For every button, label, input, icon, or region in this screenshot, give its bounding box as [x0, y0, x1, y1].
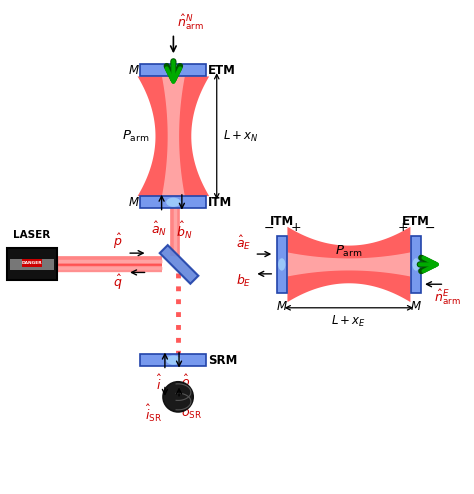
Text: $+$: $+$	[290, 221, 301, 234]
Text: ETM: ETM	[208, 64, 236, 77]
Ellipse shape	[166, 198, 181, 207]
Text: $\hat{n}_{\rm arm}^N$: $\hat{n}_{\rm arm}^N$	[177, 12, 204, 32]
Text: $b_E$: $b_E$	[236, 273, 252, 289]
Text: $-$: $-$	[424, 221, 435, 234]
Bar	[9, 259, 55, 270]
Ellipse shape	[166, 356, 181, 365]
Polygon shape	[162, 77, 185, 196]
Text: ITM: ITM	[270, 215, 294, 228]
Bar	[277, 236, 287, 293]
Polygon shape	[137, 77, 209, 196]
Text: DANGER: DANGER	[22, 261, 42, 265]
Text: $\hat{q}$: $\hat{q}$	[113, 273, 122, 292]
Text: $\hat{b}_N$: $\hat{b}_N$	[175, 220, 192, 241]
Ellipse shape	[166, 66, 181, 75]
Text: $\hat{n}_{\rm arm}^E$: $\hat{n}_{\rm arm}^E$	[434, 287, 461, 307]
Text: $P_{\rm arm}$: $P_{\rm arm}$	[122, 129, 150, 144]
Text: $\hat{p}$: $\hat{p}$	[113, 232, 122, 251]
Text: $M$: $M$	[276, 300, 288, 313]
Text: $L + x_N$: $L + x_N$	[223, 129, 259, 144]
Bar	[140, 354, 206, 366]
Ellipse shape	[412, 258, 419, 271]
Bar	[411, 236, 421, 293]
Text: SRM: SRM	[208, 354, 237, 367]
Polygon shape	[287, 252, 410, 277]
Text: $\hat{i}$: $\hat{i}$	[156, 374, 162, 393]
Circle shape	[163, 382, 193, 412]
Text: $\hat{o}_{\rm SR}$: $\hat{o}_{\rm SR}$	[181, 403, 202, 421]
Text: $M$: $M$	[128, 196, 139, 209]
Text: ITM: ITM	[208, 196, 232, 209]
Text: $+$: $+$	[397, 221, 408, 234]
Text: $\hat{a}_E$: $\hat{a}_E$	[237, 234, 252, 252]
Text: $\hat{i}_{\rm SR}$: $\hat{i}_{\rm SR}$	[145, 403, 162, 424]
Text: $\hat{a}_N$: $\hat{a}_N$	[151, 220, 167, 238]
Bar	[7, 248, 57, 281]
Bar	[140, 196, 206, 208]
Polygon shape	[160, 245, 198, 284]
Text: LASER: LASER	[18, 286, 46, 294]
Text: $M$: $M$	[410, 300, 422, 313]
Text: $-$: $-$	[263, 221, 274, 234]
Text: $\hat{o}$: $\hat{o}$	[181, 374, 190, 390]
Text: $P_{\rm arm}$: $P_{\rm arm}$	[335, 244, 363, 259]
Text: $M$: $M$	[128, 64, 139, 77]
Ellipse shape	[278, 258, 285, 271]
Bar	[140, 64, 206, 77]
Bar	[22, 259, 42, 267]
Text: ETM: ETM	[402, 215, 430, 228]
Text: LASER: LASER	[13, 230, 51, 240]
Polygon shape	[287, 227, 410, 302]
Text: $L + x_E$: $L + x_E$	[331, 313, 366, 329]
